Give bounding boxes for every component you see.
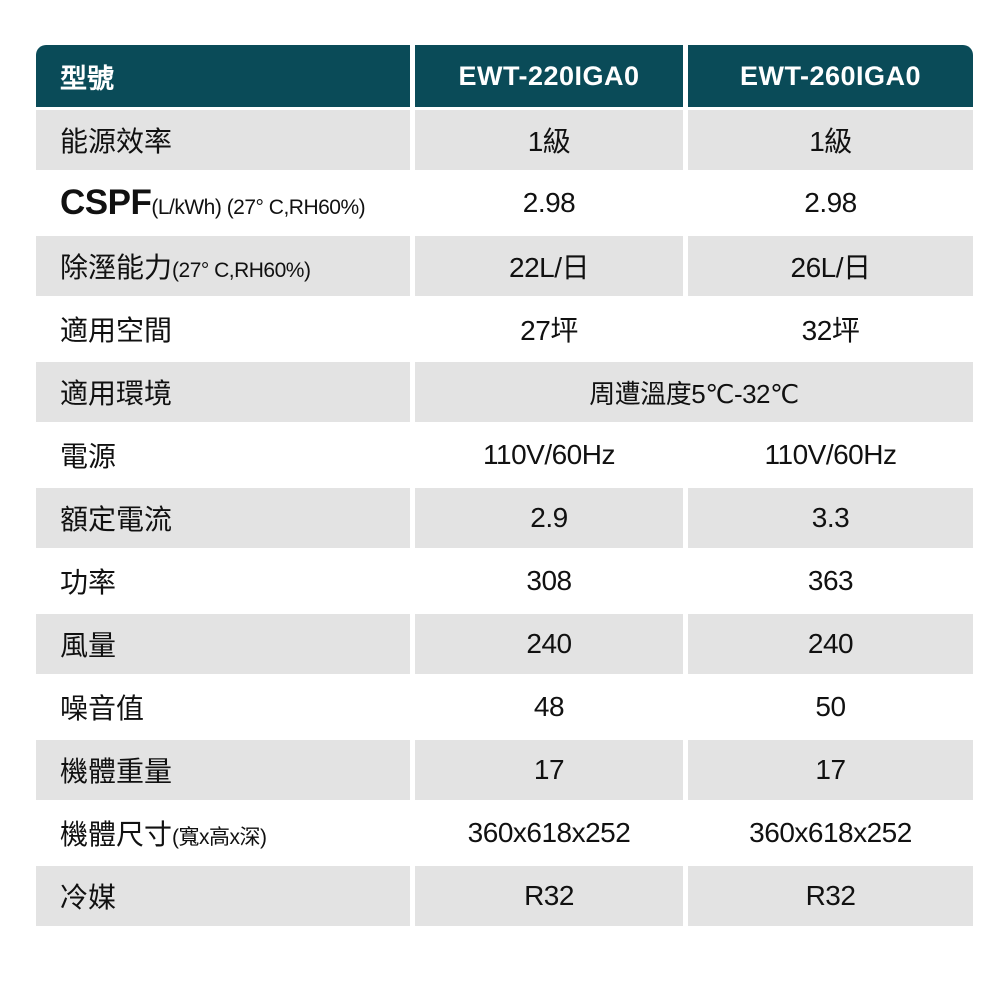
row-value: 50 <box>688 677 973 737</box>
table-row: 適用環境 周遭溫度5℃-32℃ <box>36 362 973 422</box>
row-label: 能源效率 <box>36 110 410 170</box>
table-row: 冷媒 R32 R32 <box>36 866 973 926</box>
row-value: R32 <box>688 866 973 926</box>
row-label-main: 額定電流 <box>60 504 173 535</box>
table-row: 能源效率 1級 1級 <box>36 110 973 170</box>
row-value: 240 <box>415 614 683 674</box>
row-label-main: 機體尺寸 <box>60 819 173 850</box>
row-value: 363 <box>688 551 973 611</box>
table-row: 噪音值 48 50 <box>36 677 973 737</box>
row-label-sub: (27° C,RH60%) <box>172 259 311 282</box>
row-label-main: 風量 <box>60 630 117 661</box>
row-value: 308 <box>415 551 683 611</box>
row-label: 適用空間 <box>36 299 410 359</box>
row-label: 風量 <box>36 614 410 674</box>
row-label-main: 電源 <box>60 441 117 472</box>
table-row: 除溼能力(27° C,RH60%) 22L/日 26L/日 <box>36 236 973 296</box>
row-value: 2.98 <box>688 173 973 233</box>
row-value: 1級 <box>415 110 683 170</box>
table-row: 電源 110V/60Hz 110V/60Hz <box>36 425 973 485</box>
row-value: 32坪 <box>688 299 973 359</box>
row-value: R32 <box>415 866 683 926</box>
row-value: 27坪 <box>415 299 683 359</box>
row-value: 110V/60Hz <box>688 425 973 485</box>
row-label-main: 能源效率 <box>60 126 173 157</box>
row-label-main: 除溼能力 <box>60 252 173 283</box>
row-label: 冷媒 <box>36 866 410 926</box>
table-row: 適用空間 27坪 32坪 <box>36 299 973 359</box>
row-value: 110V/60Hz <box>415 425 683 485</box>
row-label-main: 冷媒 <box>60 882 117 913</box>
spec-table-header: 型號 EWT-220IGA0 EWT-260IGA0 <box>36 45 973 107</box>
table-row: 額定電流 2.9 3.3 <box>36 488 973 548</box>
row-label-main: 噪音值 <box>60 693 145 724</box>
row-value-merged: 周遭溫度5℃-32℃ <box>415 362 973 422</box>
header-model-2: EWT-260IGA0 <box>688 45 973 107</box>
row-label: 機體重量 <box>36 740 410 800</box>
row-value: 2.9 <box>415 488 683 548</box>
spec-table: 型號 EWT-220IGA0 EWT-260IGA0 能源效率 1級 1級 CSPF(… <box>31 42 978 929</box>
row-label-main: 功率 <box>60 567 117 598</box>
table-row: 功率 308 363 <box>36 551 973 611</box>
header-row: 型號 EWT-220IGA0 EWT-260IGA0 <box>36 45 973 107</box>
row-label: 噪音值 <box>36 677 410 737</box>
row-value: 2.98 <box>415 173 683 233</box>
row-label: 額定電流 <box>36 488 410 548</box>
row-label-sub: (寬x高x深) <box>172 826 267 849</box>
row-value: 360x618x252 <box>688 803 973 863</box>
row-value: 17 <box>415 740 683 800</box>
row-label-main: 適用環境 <box>60 378 173 409</box>
table-row: 機體尺寸(寬x高x深) 360x618x252 360x618x252 <box>36 803 973 863</box>
row-label-main: 適用空間 <box>60 315 173 346</box>
row-value: 1級 <box>688 110 973 170</box>
row-label: 除溼能力(27° C,RH60%) <box>36 236 410 296</box>
row-label-main: 機體重量 <box>60 756 173 787</box>
table-row: CSPF(L/kWh) (27° C,RH60%) 2.98 2.98 <box>36 173 973 233</box>
row-value: 26L/日 <box>688 236 973 296</box>
row-value: 22L/日 <box>415 236 683 296</box>
row-value: 3.3 <box>688 488 973 548</box>
row-value: 240 <box>688 614 973 674</box>
row-value: 17 <box>688 740 973 800</box>
header-model-label: 型號 <box>36 45 410 107</box>
row-value: 360x618x252 <box>415 803 683 863</box>
row-label-main: CSPF <box>60 183 152 222</box>
row-label: 適用環境 <box>36 362 410 422</box>
table-row: 風量 240 240 <box>36 614 973 674</box>
row-value: 48 <box>415 677 683 737</box>
row-label: 功率 <box>36 551 410 611</box>
row-label-sub: (L/kWh) (27° C,RH60%) <box>151 196 366 219</box>
row-label: 電源 <box>36 425 410 485</box>
spec-table-body: 能源效率 1級 1級 CSPF(L/kWh) (27° C,RH60%) 2.98 2.9… <box>36 110 973 926</box>
row-label: 機體尺寸(寬x高x深) <box>36 803 410 863</box>
row-label: CSPF(L/kWh) (27° C,RH60%) <box>36 173 410 233</box>
header-model-1: EWT-220IGA0 <box>415 45 683 107</box>
table-row: 機體重量 17 17 <box>36 740 973 800</box>
